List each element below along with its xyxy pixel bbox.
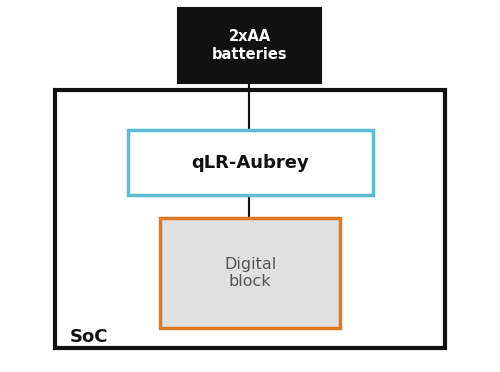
Text: SoC: SoC <box>70 328 108 346</box>
Bar <box>128 130 373 195</box>
Bar <box>55 90 445 348</box>
Text: 2xAA
batteries: 2xAA batteries <box>212 29 288 62</box>
Text: Digital
block: Digital block <box>224 257 276 289</box>
Bar <box>178 8 321 83</box>
Bar <box>160 218 340 328</box>
Text: qLR-Aubrey: qLR-Aubrey <box>192 154 310 171</box>
